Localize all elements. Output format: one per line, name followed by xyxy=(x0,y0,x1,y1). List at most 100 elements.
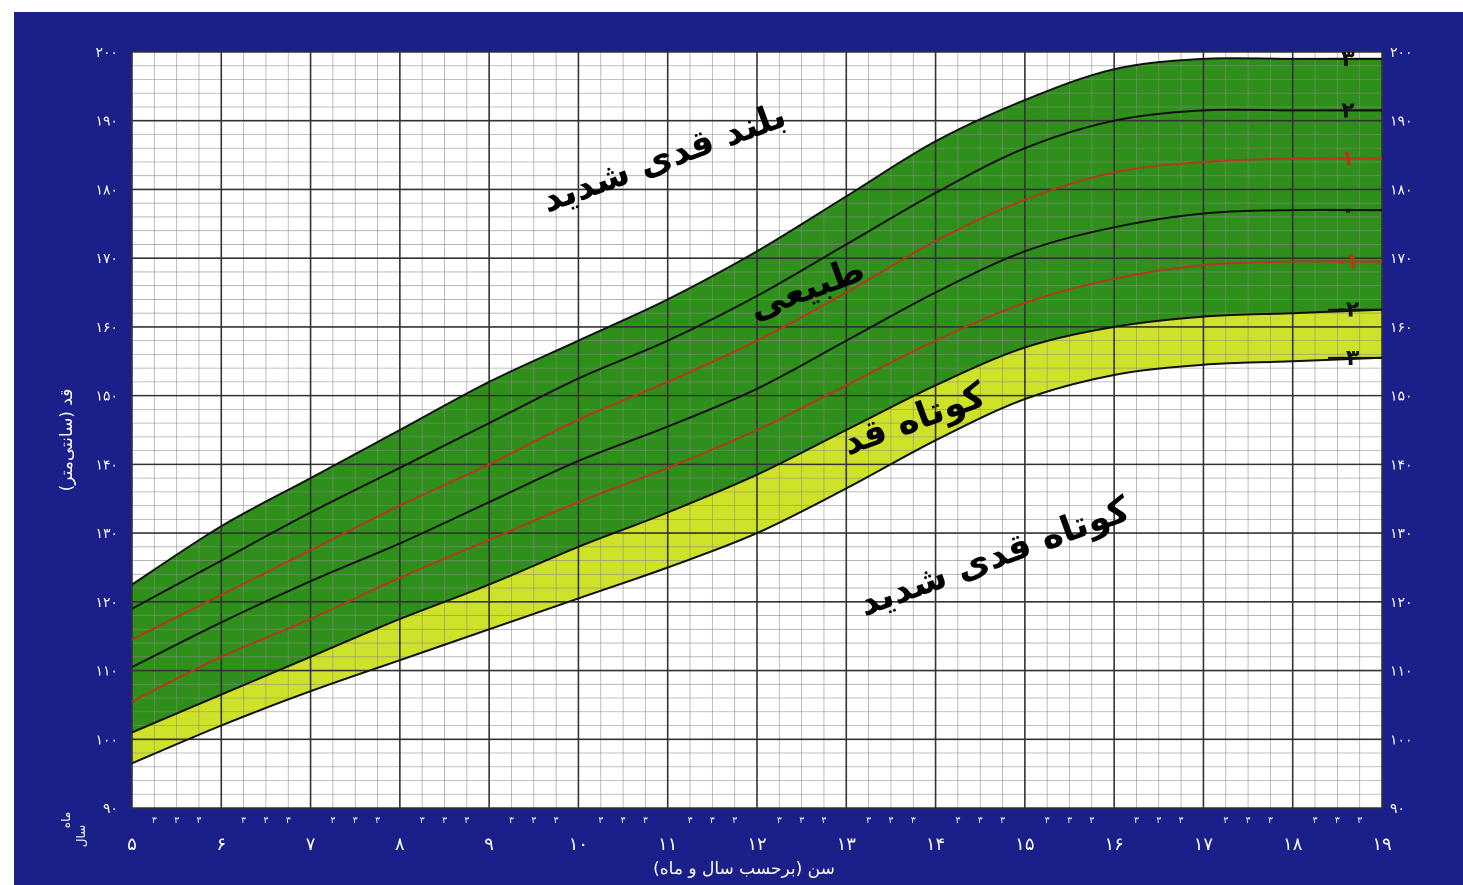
x-tick-label: ۱۹ xyxy=(1372,834,1391,855)
y-tick-label-right: ۱۲۰ xyxy=(1390,595,1413,611)
corner-label-month: ماه xyxy=(59,812,73,828)
month-tick-label: ۳ xyxy=(1335,816,1340,826)
y-tick-label-right: ۱۴۰ xyxy=(1390,457,1413,473)
month-tick-label: ۳ xyxy=(1089,816,1094,826)
x-tick-label: ۱۶ xyxy=(1104,834,1123,855)
x-tick-label: ۱۴ xyxy=(926,834,945,855)
y-tick-label-right: ۱۱۰ xyxy=(1390,664,1413,680)
y-tick-label-right: ۱۸۰ xyxy=(1390,182,1413,198)
x-axis-title: سن (برحسب سال و ماه) xyxy=(653,859,835,879)
y-tick-label-left: ۲۰۰ xyxy=(95,45,118,61)
y-tick-label-left: ۱۸۰ xyxy=(95,182,118,198)
month-tick-label: ۳ xyxy=(1268,816,1273,826)
x-tick-label: ۹ xyxy=(484,834,494,855)
y-tick-label-left: ۱۳۰ xyxy=(95,526,118,542)
month-tick-label: ۳ xyxy=(420,816,425,826)
y-tick-label-left: ۹۰ xyxy=(103,801,118,817)
y-tick-label-left: ۱۹۰ xyxy=(95,114,118,130)
month-tick-label: ۳ xyxy=(241,816,246,826)
y-tick-label-left: ۱۱۰ xyxy=(95,664,118,680)
month-tick-label: ۳ xyxy=(1313,816,1318,826)
y-axis-right: ۹۰ ۱۰۰ ۱۱۰ ۱۲۰ ۱۳۰ ۱۴۰ ۱۵۰ ۱۶۰ ۱۷۰ ۱۸۰ ۱۹۰ ۲۰۰ xyxy=(1390,45,1413,817)
minor-grid xyxy=(132,52,1382,808)
month-tick-label: ۳ xyxy=(1067,816,1072,826)
month-tick-label: ۳ xyxy=(889,816,894,826)
y-tick-label-left: ۱۵۰ xyxy=(95,389,118,405)
curve-label-0: ۳ xyxy=(1341,47,1355,72)
x-tick-label: ۱۵ xyxy=(1015,834,1034,855)
y-tick-label-left: ۱۰۰ xyxy=(95,732,118,748)
month-tick-label: ۳ xyxy=(197,816,202,826)
month-tick-label: ۳ xyxy=(978,816,983,826)
month-tick-label: ۳ xyxy=(375,816,380,826)
x-tick-label: ۱۳ xyxy=(837,834,857,855)
percentile-curves xyxy=(131,57,1383,765)
month-tick-label: ۳ xyxy=(353,816,358,826)
x-tick-label: ۷ xyxy=(306,834,316,855)
month-tick-label: ۳ xyxy=(264,816,269,826)
curve-sd-3 xyxy=(131,208,1383,668)
curve-labels: ۳ ۲ ۱ ۰ -۱ -۲ -۳ xyxy=(1328,47,1382,371)
major-grid xyxy=(131,51,1383,809)
y-tick-label-right: ۹۰ xyxy=(1390,801,1405,817)
month-tick-label: ۳ xyxy=(509,816,514,826)
month-tick-label: ۳ xyxy=(1045,816,1050,826)
curve-sd-2 xyxy=(131,157,1383,641)
y-tick-label-right: ۱۳۰ xyxy=(1390,526,1413,542)
curve-sd-6 xyxy=(131,356,1383,765)
y-tick-label-left: ۱۶۰ xyxy=(95,320,118,336)
corner-label-year: سال xyxy=(74,825,88,847)
y-tick-label-right: ۱۹۰ xyxy=(1390,114,1413,130)
month-tick-label: ۳ xyxy=(1223,816,1228,826)
month-tick-label: ۳ xyxy=(531,816,536,826)
curve-sd-1 xyxy=(131,108,1382,610)
month-tick-label: ۳ xyxy=(152,816,157,826)
month-tick-label: ۳ xyxy=(1156,816,1161,826)
month-tick-label: ۳ xyxy=(710,816,715,826)
curve-sd-0 xyxy=(131,57,1382,586)
y-tick-label-right: ۱۰۰ xyxy=(1390,732,1413,748)
y-tick-label-left: ۱۷۰ xyxy=(95,251,118,267)
month-tick-label: ۳ xyxy=(955,816,960,826)
month-tick-label: ۳ xyxy=(1000,816,1005,826)
x-tick-label: ۱۷ xyxy=(1194,834,1214,855)
month-ticks: ۳ ۳ ۳ ۳ ۳ ۳ ۳ ۳ ۳ ۳ ۳ ۳ ۳ ۳ ۳ ۳ ۳ ۳ ۳ ۳ ۳ ۳ ۳ ۳ ۳ ۳ ۳ ۳ ۳ ۳ ۳ ۳ ۳ ۳ ۳ ۳ ۳ ۳ ۳ ۳… xyxy=(152,816,1362,826)
month-tick-label: ۳ xyxy=(866,816,871,826)
month-tick-label: ۳ xyxy=(598,816,603,826)
short-band xyxy=(132,309,1382,764)
y-tick-label-right: ۲۰۰ xyxy=(1390,45,1413,61)
x-tick-label: ۱۰ xyxy=(569,834,588,855)
month-tick-label: ۳ xyxy=(464,816,469,826)
month-tick-label: ۳ xyxy=(621,816,626,826)
y-axis-left: ۹۰ ۱۰۰ ۱۱۰ ۱۲۰ ۱۳۰ ۱۴۰ ۱۵۰ ۱۶۰ ۱۷۰ ۱۸۰ ۱۹۰ ۲۰۰ xyxy=(95,45,118,817)
curve-label-4: -۱ xyxy=(1337,250,1360,275)
month-tick-label: ۳ xyxy=(799,816,804,826)
curve-label-3: ۰ xyxy=(1341,198,1354,223)
curve-label-2: ۱ xyxy=(1341,147,1354,172)
x-tick-label: ۱۲ xyxy=(747,834,766,855)
y-axis-title: قد (سانتی‌متر) xyxy=(57,389,77,492)
month-tick-label: ۳ xyxy=(330,816,335,826)
x-tick-label: ۶ xyxy=(216,834,226,855)
y-tick-label-right: ۱۷۰ xyxy=(1390,251,1413,267)
curve-label-5: -۲ xyxy=(1337,298,1360,323)
month-tick-label: ۳ xyxy=(174,816,179,826)
month-tick-label: ۳ xyxy=(554,816,559,826)
x-tick-label: ۵ xyxy=(127,834,137,855)
month-tick-label: ۳ xyxy=(286,816,291,826)
month-tick-label: ۳ xyxy=(732,816,737,826)
month-tick-label: ۳ xyxy=(442,816,447,826)
x-axis: ۵ ۶ ۷ ۸ ۹ ۱۰ ۱۱ ۱۲ ۱۳ ۱۴ ۱۵ ۱۶ ۱۷ ۱۸ ۱۹ xyxy=(127,834,1392,855)
y-tick-label-left: ۱۴۰ xyxy=(95,457,118,473)
month-tick-label: ۳ xyxy=(1134,816,1139,826)
month-tick-label: ۳ xyxy=(822,816,827,826)
y-tick-label-left: ۱۲۰ xyxy=(95,595,118,611)
month-tick-label: ۳ xyxy=(643,816,648,826)
y-tick-label-right: ۱۶۰ xyxy=(1390,320,1413,336)
curve-sd-4 xyxy=(131,260,1383,703)
y-tick-label-right: ۱۵۰ xyxy=(1390,389,1413,405)
month-tick-label: ۳ xyxy=(688,816,693,826)
x-tick-label: ۱۸ xyxy=(1283,834,1303,855)
month-tick-label: ۳ xyxy=(1179,816,1184,826)
month-tick-label: ۳ xyxy=(1357,816,1362,826)
